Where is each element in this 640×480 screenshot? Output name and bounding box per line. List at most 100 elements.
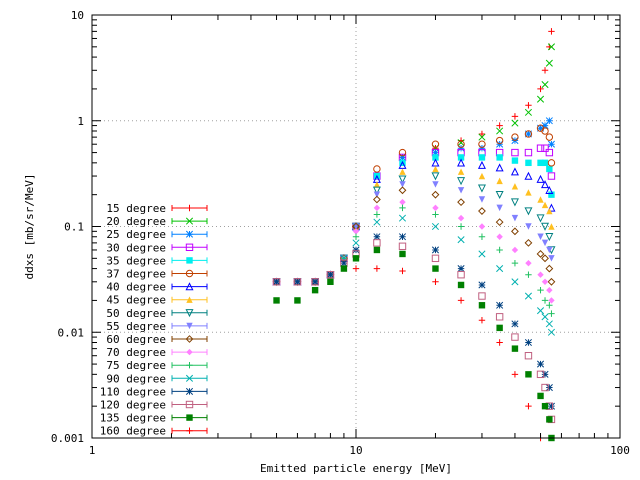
data-point	[547, 328, 556, 336]
data-point	[524, 148, 533, 157]
data-point	[524, 130, 533, 138]
legend-label: 60 degree	[106, 333, 166, 346]
series-layer	[272, 28, 556, 442]
data-point	[478, 292, 486, 300]
data-point	[511, 345, 519, 352]
data-point	[511, 133, 519, 141]
data-point	[496, 246, 503, 254]
data-point	[432, 181, 439, 188]
data-point	[272, 278, 281, 286]
data-point	[373, 218, 381, 226]
data-point	[546, 246, 553, 254]
data-point	[340, 265, 348, 272]
data-point	[457, 177, 466, 186]
data-point	[547, 43, 556, 51]
data-point	[352, 228, 360, 235]
data-point	[457, 187, 465, 194]
data-point	[457, 281, 465, 289]
data-point	[293, 278, 302, 286]
data-point	[525, 271, 532, 278]
data-point	[525, 102, 532, 109]
data-point	[495, 190, 504, 199]
data-point	[511, 148, 519, 157]
data-point	[352, 233, 360, 240]
data-point	[398, 214, 407, 222]
legend-label: 45 degree	[106, 294, 166, 307]
data-point	[541, 80, 549, 89]
legend-marker	[185, 230, 194, 238]
legend-label: 160 degree	[100, 425, 166, 438]
data-point	[273, 297, 280, 304]
data-point	[398, 186, 407, 195]
data-point	[326, 271, 335, 279]
data-point	[352, 239, 360, 247]
data-point	[478, 223, 486, 230]
data-point	[457, 154, 465, 161]
data-point	[398, 242, 407, 250]
data-point	[431, 172, 440, 181]
x-tick-label: 100	[610, 444, 630, 457]
data-point	[511, 119, 519, 127]
data-point	[478, 133, 486, 141]
legend-label: 35 degree	[106, 254, 166, 267]
data-point	[496, 301, 504, 309]
data-point	[511, 333, 519, 341]
data-point	[545, 148, 554, 157]
series-110-degree	[272, 233, 556, 410]
legend-marker	[185, 217, 194, 225]
data-point	[524, 292, 533, 300]
data-point	[545, 320, 553, 328]
data-point	[457, 158, 466, 167]
data-point	[399, 168, 406, 175]
legend-marker	[186, 362, 193, 369]
legend-label: 30 degree	[106, 241, 166, 254]
data-point	[545, 185, 554, 194]
legend-label: 90 degree	[106, 372, 166, 385]
y-tick-label: 10	[71, 9, 84, 22]
data-point	[478, 140, 486, 148]
data-point	[548, 28, 555, 35]
data-point	[496, 265, 504, 273]
data-point	[536, 250, 545, 258]
legend-label: 20 degree	[106, 215, 166, 228]
legend-marker	[186, 296, 193, 303]
axis-ticks: 1 10 100 0.001 0.01 0.1 1 10	[51, 9, 630, 457]
data-point	[352, 265, 360, 272]
data-point	[511, 227, 519, 236]
data-point	[496, 339, 503, 346]
data-point	[457, 198, 465, 207]
data-point	[432, 154, 439, 161]
data-point	[541, 180, 550, 189]
legend-marker	[185, 309, 194, 318]
y-tick-label: 1	[77, 115, 84, 128]
data-point	[546, 416, 553, 423]
data-point	[373, 204, 381, 212]
data-point	[431, 149, 440, 157]
legend-marker	[186, 414, 193, 421]
data-point	[541, 313, 549, 321]
legend-label: 70 degree	[106, 346, 166, 359]
data-point	[548, 297, 555, 304]
data-point	[478, 233, 486, 240]
data-point	[432, 265, 439, 272]
data-point	[496, 122, 503, 129]
data-point	[478, 172, 486, 180]
data-point	[431, 254, 440, 263]
data-point	[541, 278, 549, 285]
data-point	[496, 154, 503, 161]
data-point	[541, 201, 549, 209]
data-point	[548, 255, 555, 262]
data-point	[536, 124, 545, 132]
legend-label: 25 degree	[106, 228, 166, 241]
data-point	[398, 233, 407, 241]
legend-marker	[185, 243, 194, 252]
legend-label: 135 degree	[100, 412, 166, 425]
data-point	[545, 233, 554, 242]
data-point	[511, 259, 519, 267]
legend-marker	[186, 204, 193, 212]
data-point	[478, 317, 486, 324]
data-point	[457, 265, 465, 273]
data-point	[373, 211, 381, 218]
